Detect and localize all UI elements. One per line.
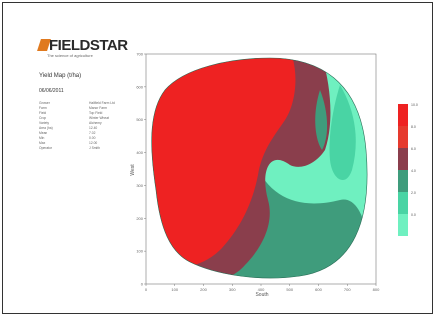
meta-row: Mean 7.02 (39, 131, 139, 136)
x-axis-ticks: 0 100 200 300 400 500 600 700 800 (145, 284, 380, 292)
x-tick-label: 500 (286, 287, 293, 292)
meta-value: Manor Farm (89, 106, 107, 110)
legend-label: 10.0 (411, 103, 418, 107)
zone-high (151, 58, 296, 271)
meta-key: Area (ha) (39, 126, 53, 130)
field-heatmap (151, 58, 368, 279)
y-tick-label: 0 (141, 282, 144, 287)
legend-swatch (398, 104, 408, 126)
meta-table: Grower Hallfield Farm Ltd Farm Manor Farm Fi… (39, 101, 139, 151)
meta-row: Area (ha) 12.40 (39, 126, 139, 131)
legend-swatch (398, 126, 408, 148)
meta-key: Farm (39, 106, 47, 110)
legend-swatch (398, 192, 408, 214)
meta-key: Mean (39, 131, 48, 135)
x-tick-label: 800 (373, 287, 380, 292)
legend-swatch (398, 148, 408, 170)
brand-logo: FIELDSTAR The science of agriculture (37, 37, 128, 63)
meta-key: Field (39, 111, 47, 115)
report-title: Yield Map (t/ha) (39, 73, 82, 79)
legend-label: 8.0 (411, 125, 416, 129)
meta-value: 7.02 (89, 131, 96, 135)
x-tick-label: 200 (200, 287, 207, 292)
y-tick-label: 500 (136, 117, 143, 122)
meta-key: Variety (39, 121, 50, 125)
meta-row: Variety Alchemy (39, 121, 139, 126)
brand-tagline: The science of agriculture (47, 53, 93, 58)
legend-label: 6.0 (411, 147, 416, 151)
legend-swatch (398, 214, 408, 236)
zone-low-strip (315, 90, 328, 150)
x-tick-label: 400 (258, 287, 265, 292)
x-axis-label: South (255, 292, 268, 298)
field-boundary (151, 57, 368, 279)
meta-key: Crop (39, 116, 47, 120)
legend: 10.0 8.0 6.0 4.0 2.0 0.0 (398, 103, 418, 236)
x-tick-label: 0 (145, 287, 148, 292)
meta-row: Operator J Smith (39, 146, 139, 151)
legend-swatch (398, 170, 408, 192)
x-tick-label: 700 (344, 287, 351, 292)
meta-key: Min (39, 136, 45, 140)
meta-row: Farm Manor Farm (39, 106, 139, 111)
legend-label: 4.0 (411, 169, 416, 173)
y-tick-label: 400 (136, 150, 143, 155)
meta-value: J Smith (89, 146, 100, 150)
legend-label: 2.0 (411, 191, 416, 195)
y-tick-label: 700 (136, 52, 143, 57)
meta-value: 12.40 (89, 126, 98, 130)
legend-label: 0.0 (411, 213, 416, 217)
y-tick-label: 200 (136, 216, 143, 221)
y-tick-label: 300 (136, 183, 143, 188)
meta-value: Winter Wheat (89, 116, 109, 120)
meta-value: 12.00 (89, 141, 98, 145)
zone-low-right (329, 85, 356, 181)
meta-row: Min 0.00 (39, 136, 139, 141)
meta-value: Hallfield Farm Ltd (89, 101, 115, 105)
x-tick-label: 100 (171, 287, 178, 292)
meta-value: Alchemy (89, 121, 102, 125)
y-axis-ticks: 0 100 200 300 400 500 600 700 (136, 52, 146, 287)
x-tick-label: 300 (229, 287, 236, 292)
meta-row: Max 12.00 (39, 141, 139, 146)
report-date: 06/06/2011 (39, 88, 64, 94)
brand-name: FIELDSTAR (49, 37, 128, 54)
meta-key: Operator (39, 146, 53, 150)
meta-value: Top Field (89, 111, 103, 115)
y-tick-label: 100 (136, 249, 143, 254)
meta-row: Grower Hallfield Farm Ltd (39, 101, 139, 106)
meta-key: Grower (39, 101, 50, 105)
meta-row: Field Top Field (39, 111, 139, 116)
meta-value: 0.00 (89, 136, 96, 140)
y-tick-label: 600 (136, 84, 143, 89)
y-axis-label: West (130, 164, 136, 176)
x-tick-label: 600 (315, 287, 322, 292)
meta-row: Crop Winter Wheat (39, 116, 139, 121)
meta-key: Max (39, 141, 46, 145)
